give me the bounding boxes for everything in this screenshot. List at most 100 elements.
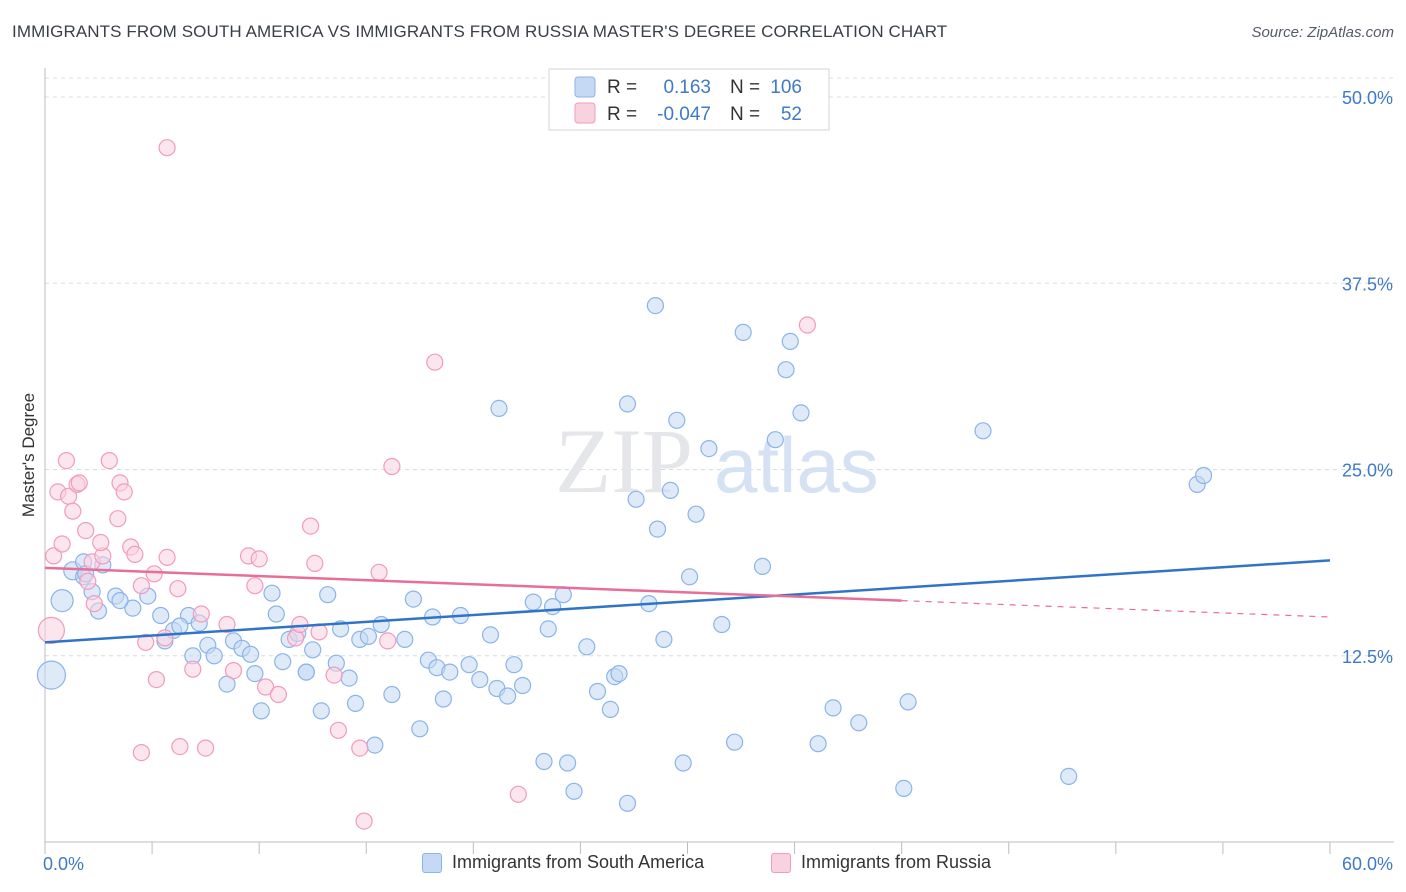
stats-n-label-blue: N = — [730, 77, 760, 98]
data-point-blue — [627, 490, 645, 508]
legend-item-south-america[interactable]: Immigrants from South America — [422, 852, 704, 873]
data-point-blue — [655, 630, 673, 649]
data-point-pink — [132, 577, 150, 595]
x-tick-label-start: 0.0% — [43, 854, 84, 874]
data-point-pink — [79, 572, 97, 590]
legend-swatch-pink — [771, 852, 791, 873]
data-point-pink — [145, 565, 163, 583]
data-point-blue — [499, 687, 517, 705]
data-point-blue — [312, 702, 330, 720]
y-axis-title-group: Master's Degree — [19, 393, 38, 517]
data-point-blue — [205, 647, 223, 665]
data-point-pink — [302, 517, 320, 535]
data-point-pink — [351, 739, 369, 757]
data-point-blue — [524, 593, 542, 611]
data-point-blue — [687, 505, 705, 523]
legend-swatch-blue — [422, 852, 442, 873]
data-point-blue — [674, 754, 692, 772]
data-point-blue — [297, 663, 315, 681]
data-point-blue — [434, 690, 452, 708]
data-point-pink — [218, 615, 236, 634]
y-tick-label: 37.5% — [1342, 274, 1393, 294]
data-point-blue — [680, 568, 699, 586]
legend-item-russia[interactable]: Immigrants from Russia — [771, 852, 991, 873]
data-point-blue — [558, 754, 577, 772]
data-point-blue — [441, 663, 459, 681]
stats-n-value-blue: 106 — [770, 77, 802, 98]
data-point-pink — [169, 580, 187, 598]
data-point-blue — [411, 720, 429, 738]
data-point-pink — [379, 632, 397, 650]
data-point-blue — [513, 676, 532, 695]
data-point-blue — [661, 481, 680, 499]
data-point-pink — [92, 533, 110, 552]
data-point-blue — [383, 685, 401, 704]
data-point-blue — [781, 332, 799, 350]
trend-line-extension-pink — [901, 600, 1331, 618]
data-point-blue — [50, 588, 74, 613]
data-point-blue — [578, 638, 596, 656]
data-point-blue — [340, 669, 358, 687]
data-point-pink — [132, 743, 150, 762]
data-point-blue — [396, 630, 414, 649]
data-point-blue — [124, 599, 142, 617]
data-point-pink — [70, 474, 88, 492]
data-point-blue — [246, 664, 264, 683]
data-point-blue — [668, 411, 686, 429]
data-point-pink — [383, 457, 401, 476]
chart-title: IMMIGRANTS FROM SOUTH AMERICA VS IMMIGRA… — [12, 22, 948, 41]
stats-legend-box — [548, 68, 830, 131]
data-point-blue — [850, 714, 868, 732]
data-point-blue — [777, 361, 795, 379]
trend-line-pink — [44, 566, 902, 602]
data-point-blue — [36, 660, 67, 690]
data-point-pink — [370, 563, 388, 581]
trend-layer — [44, 559, 1331, 644]
data-point-blue — [471, 670, 489, 689]
data-point-pink — [137, 633, 155, 651]
data-point-blue — [824, 699, 842, 717]
data-point-pink — [250, 550, 268, 568]
data-point-blue — [242, 645, 260, 663]
stats-r-value-pink: -0.047 — [657, 104, 711, 125]
y-tick-label: 12.5% — [1342, 647, 1393, 667]
stats-r-value-blue: 0.163 — [663, 77, 711, 98]
data-point-blue — [539, 620, 557, 638]
watermark: ZIP atlas — [555, 410, 879, 512]
data-point-blue — [252, 702, 270, 720]
data-point-pink — [158, 139, 176, 157]
data-point-blue — [372, 615, 390, 634]
data-point-blue — [1060, 767, 1078, 786]
source-label: Source: ZipAtlas.com — [1251, 24, 1394, 41]
data-point-blue — [753, 557, 772, 576]
data-point-blue — [481, 626, 500, 644]
data-point-blue — [263, 584, 281, 602]
data-point-blue — [618, 395, 637, 413]
watermark-atlas: atlas — [714, 421, 879, 509]
data-point-blue — [618, 794, 637, 812]
data-point-blue — [734, 323, 752, 341]
data-point-pink — [306, 554, 324, 573]
data-point-blue — [490, 399, 508, 417]
stats-n-value-pink: 52 — [781, 104, 802, 125]
data-point-pink — [37, 616, 66, 645]
data-point-pink — [158, 548, 176, 567]
data-point-pink — [246, 577, 264, 595]
data-point-blue — [171, 617, 189, 635]
data-point-pink — [147, 670, 165, 689]
data-point-blue — [899, 693, 917, 711]
data-point-blue — [895, 779, 913, 798]
data-point-pink — [257, 678, 275, 696]
data-point-blue — [274, 653, 292, 671]
data-point-blue — [267, 605, 285, 623]
data-point-blue — [974, 422, 992, 440]
data-point-pink — [100, 452, 118, 470]
data-point-pink — [85, 594, 103, 613]
stats-legend-swatch-pink — [574, 102, 596, 124]
data-point-blue — [1194, 466, 1213, 485]
data-point-pink — [184, 660, 202, 678]
data-point-blue — [319, 586, 337, 604]
data-point-pink — [192, 605, 210, 623]
stats-legend-swatch-blue — [574, 76, 596, 98]
data-point-pink — [269, 685, 287, 704]
